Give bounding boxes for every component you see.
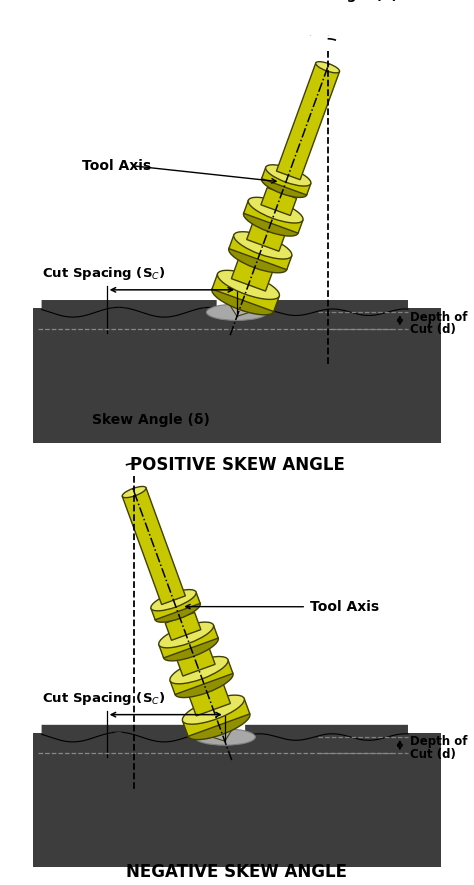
Polygon shape <box>244 200 303 233</box>
Ellipse shape <box>159 622 214 648</box>
Ellipse shape <box>265 165 311 186</box>
Ellipse shape <box>228 245 287 273</box>
Polygon shape <box>170 659 233 695</box>
Ellipse shape <box>170 657 228 684</box>
Text: Cut (d): Cut (d) <box>410 323 456 335</box>
Polygon shape <box>165 612 201 641</box>
Text: Cut Spacing (S$_C$): Cut Spacing (S$_C$) <box>42 265 165 282</box>
Text: Cut Spacing (S$_C$): Cut Spacing (S$_C$) <box>42 689 165 707</box>
Bar <box>34 733 440 867</box>
Ellipse shape <box>234 232 292 259</box>
Ellipse shape <box>155 601 201 622</box>
Polygon shape <box>177 648 215 676</box>
Ellipse shape <box>212 286 274 315</box>
Ellipse shape <box>164 635 219 661</box>
Polygon shape <box>189 682 230 716</box>
Text: Cut (d): Cut (d) <box>410 748 456 760</box>
Ellipse shape <box>151 589 196 611</box>
Ellipse shape <box>182 695 245 724</box>
Polygon shape <box>229 235 292 270</box>
Ellipse shape <box>244 211 298 236</box>
Text: Tool Axis: Tool Axis <box>82 158 151 173</box>
Text: Skew Angle (δ): Skew Angle (δ) <box>92 413 210 427</box>
Ellipse shape <box>316 62 339 73</box>
Ellipse shape <box>248 197 303 223</box>
Polygon shape <box>151 592 200 620</box>
Polygon shape <box>226 299 257 316</box>
Text: Depth of: Depth of <box>410 311 467 324</box>
Bar <box>34 308 440 442</box>
Polygon shape <box>122 488 185 604</box>
Polygon shape <box>231 258 273 291</box>
Polygon shape <box>276 63 339 180</box>
Polygon shape <box>212 273 279 312</box>
Ellipse shape <box>207 304 267 320</box>
Ellipse shape <box>262 176 307 197</box>
Text: Depth of: Depth of <box>410 735 467 749</box>
Ellipse shape <box>175 670 233 697</box>
Polygon shape <box>262 167 311 195</box>
Polygon shape <box>205 724 236 741</box>
Ellipse shape <box>205 722 236 736</box>
Polygon shape <box>261 188 297 216</box>
Text: Skew Angle (δ): Skew Angle (δ) <box>280 0 398 2</box>
Ellipse shape <box>188 711 250 740</box>
Text: NEGATIVE SKEW ANGLE: NEGATIVE SKEW ANGLE <box>127 863 347 881</box>
Polygon shape <box>246 223 285 251</box>
Ellipse shape <box>218 270 280 299</box>
Text: Tool Axis: Tool Axis <box>310 600 379 614</box>
Polygon shape <box>159 625 218 658</box>
Ellipse shape <box>226 297 257 312</box>
Ellipse shape <box>194 729 255 745</box>
Polygon shape <box>182 698 250 736</box>
Text: POSITIVE SKEW ANGLE: POSITIVE SKEW ANGLE <box>129 456 345 473</box>
Ellipse shape <box>122 487 146 497</box>
